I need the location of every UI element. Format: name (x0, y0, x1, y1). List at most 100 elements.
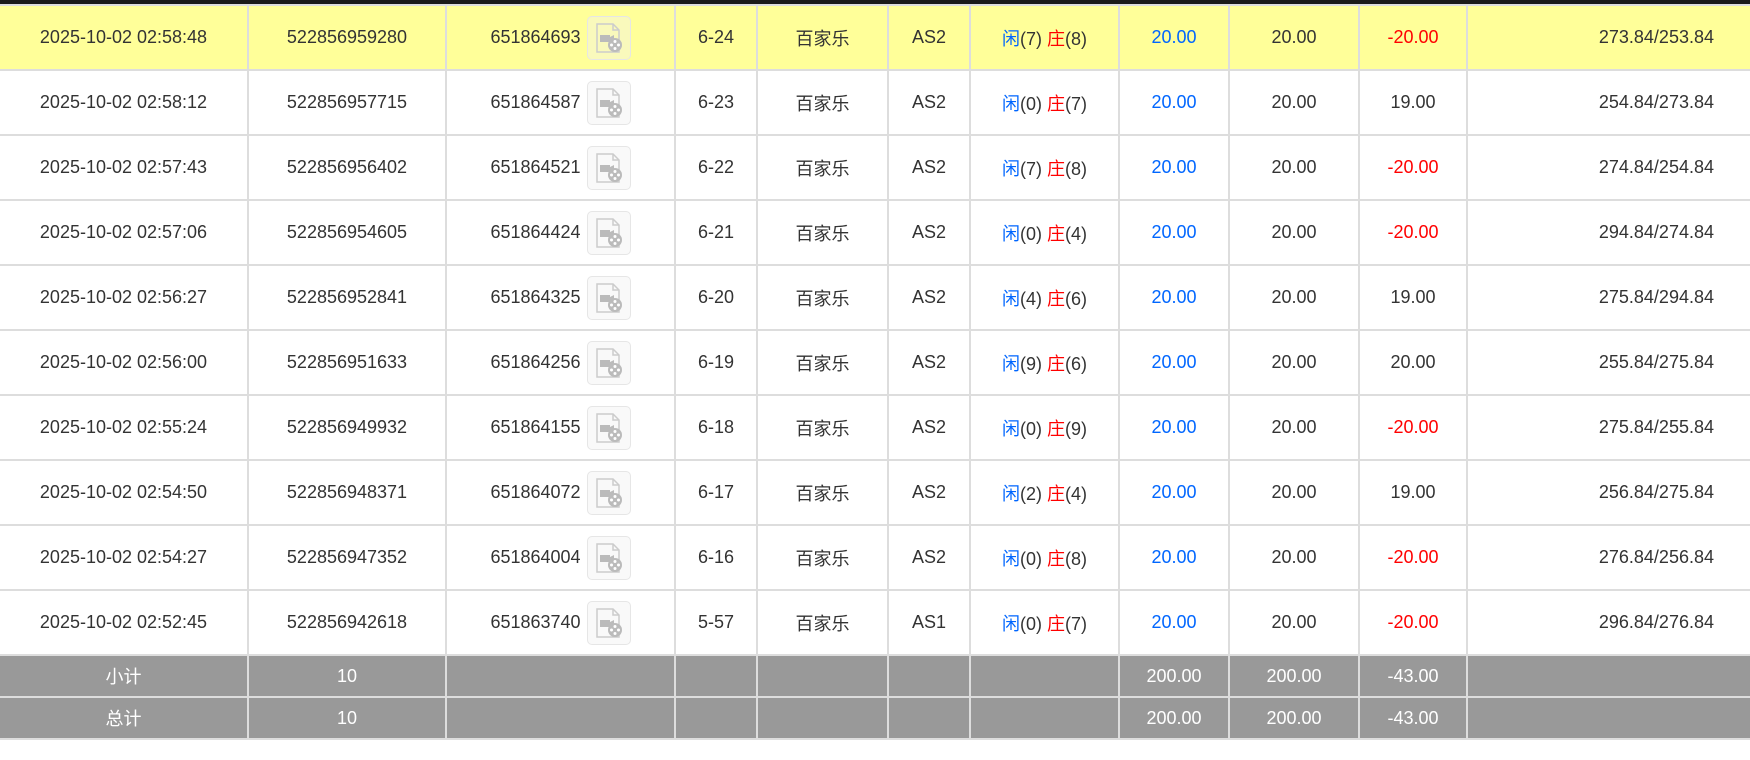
round-cell: 651864521 (445, 134, 676, 201)
shoe-hand: 6-23 (674, 69, 758, 136)
table-row: 2025-10-02 02:54:27 522856947352 6518640… (0, 524, 1750, 591)
round-number: 651864072 (490, 481, 581, 502)
round-cell: 651864587 (445, 69, 676, 136)
video-replay-icon[interactable] (586, 405, 631, 450)
round-number: 651864325 (490, 286, 581, 307)
shoe-hand: 6-21 (674, 199, 758, 266)
result-cell: 闲(0) 庄(7) (969, 69, 1120, 136)
player-score: (0) (1019, 223, 1042, 244)
player-score: (0) (1019, 93, 1042, 114)
banker-label: 庄 (1047, 223, 1065, 244)
win-loss: 19.00 (1358, 459, 1468, 526)
banker-score: (8) (1065, 28, 1087, 49)
valid-bet: 20.00 (1228, 4, 1360, 71)
table-row: 2025-10-02 02:54:50 522856948371 6518640… (0, 459, 1750, 526)
top-bar (0, 0, 1750, 4)
banker-score: (8) (1065, 158, 1087, 179)
order-number: 522856942618 (247, 589, 447, 656)
subtotal-count: 10 (247, 654, 447, 698)
total-win-loss: -43.00 (1358, 696, 1468, 740)
round-number: 651864424 (490, 221, 581, 242)
table-name: AS2 (887, 524, 971, 591)
balance: 276.84/256.84 (1466, 524, 1750, 591)
order-number: 522856954605 (247, 199, 447, 266)
shoe-hand: 6-17 (674, 459, 758, 526)
bet-time: 2025-10-02 02:58:12 (0, 69, 249, 136)
table-name: AS2 (887, 4, 971, 71)
round-cell: 651864256 (445, 329, 676, 396)
valid-bet: 20.00 (1228, 264, 1360, 331)
player-score: (2) (1019, 483, 1042, 504)
empty-cell (445, 696, 676, 740)
banker-label: 庄 (1047, 158, 1065, 179)
round-cell: 651864693 (445, 4, 676, 71)
player-label: 闲 (1001, 288, 1020, 309)
win-loss: -20.00 (1358, 4, 1468, 71)
balance: 273.84/253.84 (1466, 4, 1750, 71)
bet-time: 2025-10-02 02:54:27 (0, 524, 249, 591)
valid-bet: 20.00 (1228, 459, 1360, 526)
banker-label: 庄 (1047, 93, 1065, 114)
player-label: 闲 (1001, 223, 1020, 244)
bet-time: 2025-10-02 02:56:27 (0, 264, 249, 331)
table-row: 2025-10-02 02:56:00 522856951633 6518642… (0, 329, 1750, 396)
player-label: 闲 (1001, 28, 1020, 49)
video-replay-icon[interactable] (586, 275, 631, 320)
player-label: 闲 (1001, 483, 1020, 504)
banker-label: 庄 (1047, 353, 1065, 374)
banker-label: 庄 (1047, 288, 1065, 309)
empty-cell (756, 654, 889, 698)
win-loss: -20.00 (1358, 524, 1468, 591)
total-count: 10 (247, 696, 447, 740)
bet-time: 2025-10-02 02:54:50 (0, 459, 249, 526)
round-cell: 651864325 (445, 264, 676, 331)
player-label: 闲 (1001, 613, 1020, 634)
table-name: AS2 (887, 264, 971, 331)
player-label: 闲 (1001, 418, 1020, 439)
banker-score: (8) (1065, 548, 1087, 569)
shoe-hand: 6-16 (674, 524, 758, 591)
video-replay-icon[interactable] (586, 145, 631, 190)
total-valid-bet: 200.00 (1228, 696, 1360, 740)
empty-cell (887, 696, 971, 740)
video-replay-icon[interactable] (586, 470, 631, 515)
subtotal-win-loss: -43.00 (1358, 654, 1468, 698)
game-name: 百家乐 (756, 459, 889, 526)
result-cell: 闲(9) 庄(6) (969, 329, 1120, 396)
video-replay-icon[interactable] (586, 340, 631, 385)
order-number: 522856951633 (247, 329, 447, 396)
balance: 294.84/274.84 (1466, 199, 1750, 266)
banker-label: 庄 (1047, 613, 1065, 634)
player-score: (4) (1019, 288, 1042, 309)
shoe-hand: 6-18 (674, 394, 758, 461)
empty-cell (969, 696, 1120, 740)
video-replay-icon[interactable] (586, 600, 631, 645)
video-replay-icon[interactable] (586, 80, 631, 125)
valid-bet: 20.00 (1228, 199, 1360, 266)
banker-score: (6) (1065, 288, 1087, 309)
order-number: 522856949932 (247, 394, 447, 461)
table-name: AS2 (887, 459, 971, 526)
result-cell: 闲(0) 庄(9) (969, 394, 1120, 461)
bet-time: 2025-10-02 02:57:43 (0, 134, 249, 201)
balance: 275.84/255.84 (1466, 394, 1750, 461)
win-loss: -20.00 (1358, 199, 1468, 266)
subtotal-valid-bet: 200.00 (1228, 654, 1360, 698)
video-replay-icon[interactable] (586, 15, 631, 60)
banker-score: (7) (1065, 613, 1087, 634)
bet-records-table: 2025-10-02 02:58:48 522856959280 6518646… (0, 4, 1750, 740)
bet-amount: 20.00 (1118, 69, 1230, 136)
video-replay-icon[interactable] (586, 535, 631, 580)
valid-bet: 20.00 (1228, 134, 1360, 201)
bet-amount: 20.00 (1118, 134, 1230, 201)
subtotal-label: 小计 (0, 654, 249, 698)
bet-amount: 20.00 (1118, 459, 1230, 526)
order-number: 522856959280 (247, 4, 447, 71)
banker-score: (7) (1065, 93, 1087, 114)
subtotal-bet: 200.00 (1118, 654, 1230, 698)
table-row: 2025-10-02 02:52:45 522856942618 6518637… (0, 589, 1750, 656)
player-score: (7) (1019, 28, 1042, 49)
order-number: 522856957715 (247, 69, 447, 136)
video-replay-icon[interactable] (586, 210, 631, 255)
balance: 254.84/273.84 (1466, 69, 1750, 136)
